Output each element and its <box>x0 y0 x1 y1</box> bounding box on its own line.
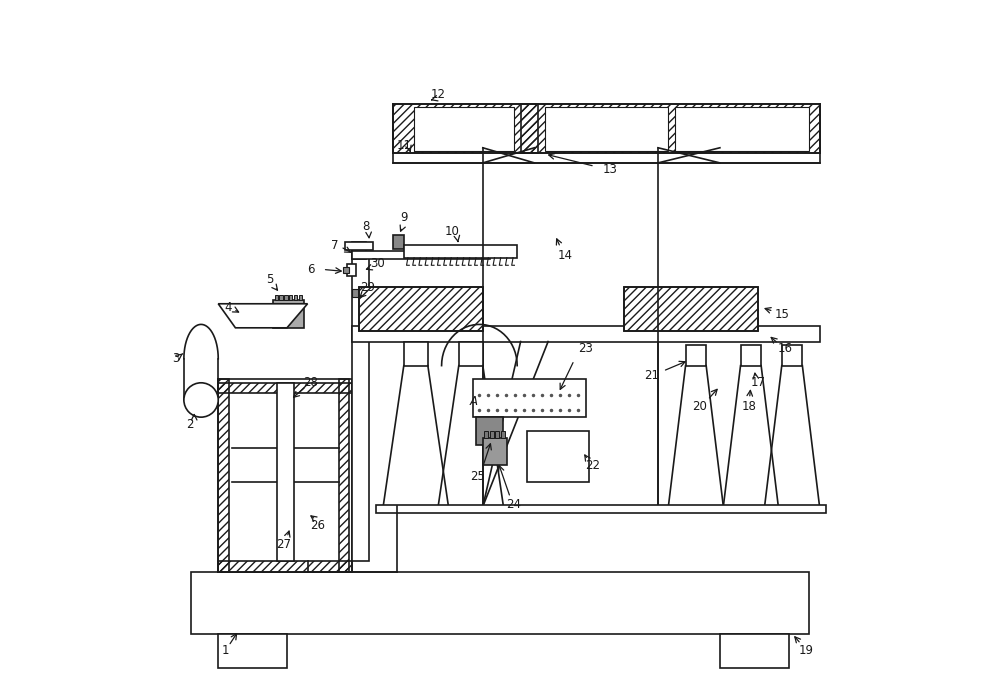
Bar <box>218 633 287 668</box>
Bar <box>218 380 229 572</box>
Bar <box>675 106 809 151</box>
Text: A: A <box>470 395 478 408</box>
Text: 6: 6 <box>307 263 315 276</box>
Text: 9: 9 <box>400 211 408 224</box>
Bar <box>299 295 302 300</box>
Bar <box>277 383 294 562</box>
Bar <box>273 300 304 328</box>
Bar <box>495 431 499 437</box>
Bar <box>352 288 360 297</box>
Bar <box>352 242 366 259</box>
Text: 28: 28 <box>304 376 318 389</box>
Bar <box>191 572 809 633</box>
Bar <box>404 342 428 366</box>
Bar <box>414 106 514 151</box>
Bar <box>393 104 820 152</box>
Bar <box>393 235 404 249</box>
Text: 30: 30 <box>370 257 385 270</box>
Bar <box>352 251 490 259</box>
Bar <box>279 295 283 300</box>
Text: 27: 27 <box>276 538 291 551</box>
Text: 21: 21 <box>644 369 659 382</box>
Bar <box>218 383 352 393</box>
Bar <box>289 295 292 300</box>
Text: 29: 29 <box>361 282 376 295</box>
Bar <box>545 106 668 151</box>
Text: 12: 12 <box>431 88 446 101</box>
Bar <box>218 562 352 572</box>
Bar <box>359 286 483 331</box>
Text: 16: 16 <box>778 342 793 355</box>
Bar <box>459 342 483 366</box>
Text: 17: 17 <box>750 376 765 389</box>
Bar <box>359 286 483 331</box>
Text: 1: 1 <box>221 644 229 658</box>
Text: 11: 11 <box>396 139 411 152</box>
Bar <box>393 148 820 163</box>
Bar <box>404 246 517 258</box>
Bar <box>343 267 349 273</box>
Text: 2: 2 <box>186 417 193 431</box>
Text: 25: 25 <box>471 471 485 484</box>
Text: 22: 22 <box>585 459 600 472</box>
Bar <box>484 431 488 437</box>
Bar <box>476 417 503 444</box>
Bar <box>624 286 758 331</box>
Bar <box>501 431 505 437</box>
Bar <box>720 633 789 668</box>
Bar <box>284 295 288 300</box>
Bar <box>521 104 538 152</box>
Bar <box>527 431 589 482</box>
Text: 19: 19 <box>798 644 813 658</box>
Text: 10: 10 <box>444 225 459 238</box>
Circle shape <box>184 383 218 417</box>
Text: 13: 13 <box>603 164 617 176</box>
Bar <box>345 242 373 250</box>
Text: 4: 4 <box>225 301 232 314</box>
Text: 26: 26 <box>310 519 325 531</box>
Bar <box>624 286 758 331</box>
Bar <box>218 380 352 572</box>
Bar <box>393 104 820 152</box>
Bar <box>294 295 297 300</box>
Text: 5: 5 <box>266 273 273 286</box>
Text: 24: 24 <box>506 498 521 511</box>
Text: 7: 7 <box>331 239 339 252</box>
Bar <box>782 345 802 366</box>
Bar <box>275 295 278 300</box>
Bar <box>376 505 826 513</box>
Text: 14: 14 <box>558 249 573 262</box>
Bar <box>352 326 820 342</box>
Bar <box>686 345 706 366</box>
Bar <box>352 253 369 562</box>
Bar <box>339 380 349 572</box>
Bar <box>347 264 356 276</box>
Bar <box>490 431 494 437</box>
Bar <box>741 345 761 366</box>
Bar <box>483 437 507 465</box>
Text: 8: 8 <box>362 220 370 233</box>
Text: 18: 18 <box>741 400 756 413</box>
Polygon shape <box>218 304 308 328</box>
Text: 20: 20 <box>692 400 707 413</box>
Text: 15: 15 <box>774 308 789 321</box>
Text: 3: 3 <box>172 352 179 365</box>
Text: 23: 23 <box>578 342 593 355</box>
Bar <box>473 380 586 417</box>
